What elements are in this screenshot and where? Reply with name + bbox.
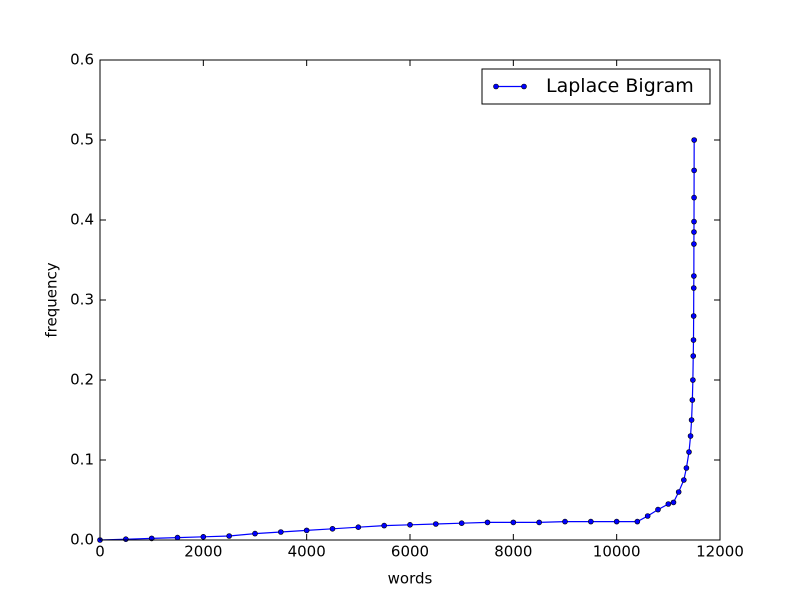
x-tick-label: 8000 (494, 543, 532, 561)
data-point (433, 521, 439, 527)
data-point (689, 397, 696, 403)
x-tick-label: 10000 (593, 543, 641, 561)
data-point (634, 518, 641, 525)
data-point (675, 489, 682, 495)
data-point (458, 520, 465, 527)
x-tick-label: 12000 (696, 543, 744, 561)
data-point (683, 465, 690, 471)
data-point (690, 353, 697, 359)
x-tick-label: 4000 (288, 543, 326, 561)
data-point (691, 137, 697, 143)
data-point (688, 417, 695, 423)
data-point (329, 525, 336, 532)
data-point (123, 536, 129, 543)
data-point (686, 449, 692, 455)
plot-frame (99, 59, 721, 541)
data-point (510, 519, 517, 526)
data-point (687, 433, 694, 439)
y-tick-label: 0.2 (70, 371, 94, 389)
y-tick-label: 0.4 (70, 211, 94, 229)
y-tick-label: 0.1 (70, 451, 94, 469)
data-point (536, 519, 542, 526)
x-tick-label: 2000 (184, 543, 222, 561)
data-point (655, 506, 661, 513)
x-tick-label: 0 (95, 543, 105, 561)
data-point (644, 513, 651, 519)
legend-marker (521, 83, 527, 90)
data-point (613, 518, 620, 525)
data-point (665, 501, 672, 507)
data-point (691, 167, 697, 174)
data-point (691, 273, 697, 279)
data-point (691, 229, 697, 235)
data-point (484, 519, 491, 526)
data-point (174, 534, 181, 541)
data-point (691, 194, 697, 201)
data-point (407, 521, 413, 528)
data-point (355, 524, 362, 531)
data-point (690, 313, 697, 319)
legend-label: Laplace Bigram (546, 75, 694, 97)
data-point (690, 377, 696, 383)
y-tick-label: 0.6 (70, 51, 94, 69)
data-point (278, 529, 284, 535)
x-axis-label: words (388, 570, 433, 588)
data-point (562, 518, 568, 525)
data-point (303, 527, 310, 534)
data-point (681, 477, 687, 483)
y-tick-label: 0.0 (70, 531, 94, 549)
legend-marker (493, 83, 499, 90)
data-point (252, 530, 258, 537)
data-point (200, 533, 207, 540)
data-point (670, 499, 677, 506)
data-point (690, 337, 697, 343)
data-point (690, 285, 697, 291)
data-point (226, 533, 232, 539)
y-axis-label: frequency (43, 262, 61, 337)
y-tick-label: 0.5 (70, 131, 94, 149)
x-tick-label: 6000 (391, 543, 429, 561)
data-point (691, 218, 697, 225)
y-tick-label: 0.3 (70, 291, 94, 309)
data-point (381, 522, 387, 529)
data-point (588, 518, 594, 525)
data-point (691, 241, 697, 247)
